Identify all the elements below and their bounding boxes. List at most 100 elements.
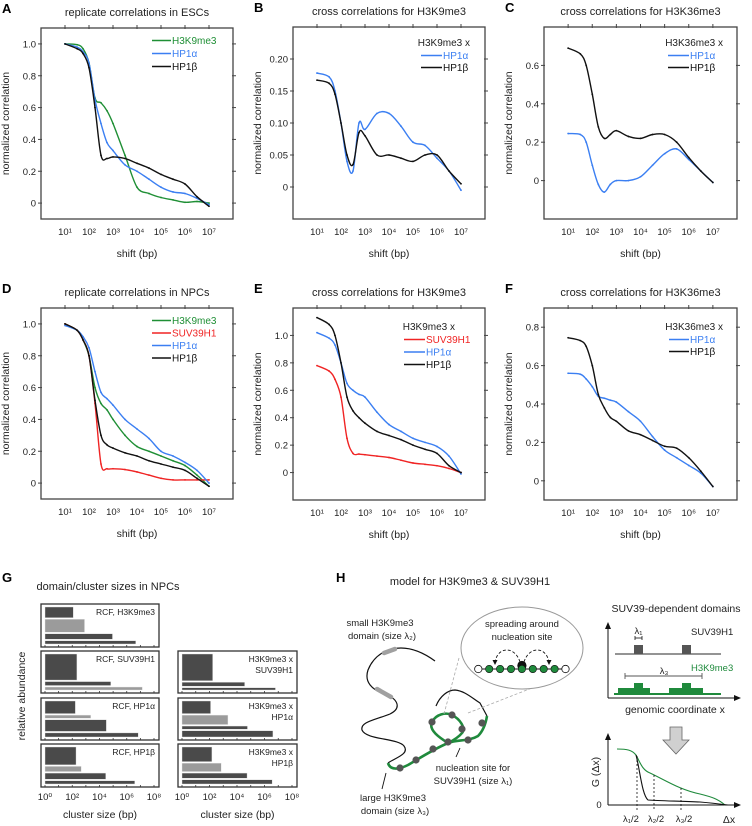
panel-title: model for H3K9me3 & SUV39H1 bbox=[390, 576, 550, 588]
data-point bbox=[567, 336, 570, 339]
data-point bbox=[196, 479, 198, 481]
data-point bbox=[376, 154, 378, 156]
x-tick-label: 10⁴ bbox=[230, 792, 245, 803]
data-point bbox=[88, 354, 90, 357]
data-point bbox=[579, 339, 582, 342]
x-axis-label: shift (bp) bbox=[369, 248, 410, 260]
subplot-label: H3K9me3 x bbox=[249, 747, 294, 757]
x-axis-label: genomic coordinate x bbox=[625, 704, 726, 716]
legend-label: HP1β bbox=[426, 360, 451, 371]
data-point bbox=[64, 323, 66, 325]
data-point bbox=[412, 160, 414, 163]
data-point bbox=[603, 137, 606, 140]
data-point bbox=[585, 141, 588, 144]
data-point bbox=[184, 469, 186, 472]
data-point bbox=[615, 179, 618, 182]
y-tick-label: 0.2 bbox=[526, 138, 539, 149]
data-point bbox=[579, 373, 582, 376]
data-point bbox=[208, 485, 210, 488]
bar bbox=[44, 606, 74, 618]
data-point bbox=[340, 122, 342, 124]
y-axis-label: normalized correlation bbox=[503, 71, 515, 174]
panel-letter: C bbox=[505, 0, 515, 15]
data-point bbox=[94, 399, 96, 402]
data-point bbox=[124, 468, 126, 471]
legend-title: H3K9me3 x bbox=[418, 38, 470, 49]
data-point bbox=[106, 141, 108, 144]
data-point bbox=[609, 133, 612, 136]
dx-label: Δx bbox=[723, 814, 736, 826]
bar bbox=[44, 746, 77, 766]
x-tick-label: 10² bbox=[82, 227, 96, 238]
data-point bbox=[124, 434, 126, 437]
x-tick-label: 10⁶ bbox=[682, 508, 697, 519]
x-tick-label: 10¹ bbox=[310, 227, 324, 238]
y-tick-label: 0 bbox=[31, 479, 36, 490]
data-point bbox=[567, 47, 570, 50]
lambda1-label: λ₁ bbox=[635, 626, 643, 637]
data-point bbox=[172, 191, 174, 193]
y-axis-label: normalized correlation bbox=[252, 71, 264, 174]
x-tick-label: 10⁵ bbox=[657, 227, 672, 238]
chart-title: domain/cluster sizes in NPCs bbox=[36, 581, 180, 593]
zero-label: 0 bbox=[596, 800, 601, 811]
data-point bbox=[316, 331, 318, 334]
data-point bbox=[172, 479, 174, 481]
data-point bbox=[609, 399, 612, 402]
x-tick-label: 10⁶ bbox=[682, 227, 697, 238]
data-point bbox=[100, 391, 102, 394]
x-tick-label: 10⁴ bbox=[92, 792, 107, 803]
data-point bbox=[94, 106, 96, 109]
legend-label: H3K9me3 bbox=[172, 36, 217, 47]
data-point bbox=[148, 450, 150, 453]
x-tick-label: 10¹ bbox=[561, 227, 575, 238]
data-point bbox=[184, 201, 186, 204]
x-tick-label: 10⁵ bbox=[154, 227, 169, 238]
data-point bbox=[316, 72, 318, 74]
x-axis-label: shift (bp) bbox=[620, 529, 661, 541]
x-tick-label: 10⁷ bbox=[706, 508, 721, 519]
x-tick-label: 10⁶ bbox=[178, 507, 193, 518]
data-point bbox=[136, 428, 138, 430]
y-tick-label: 0.4 bbox=[526, 99, 539, 110]
series-line-HP1α bbox=[568, 132, 714, 193]
bar bbox=[181, 653, 213, 681]
legend-label: HP1β bbox=[443, 63, 468, 74]
arrow-icon bbox=[546, 660, 552, 665]
nucleation-sites bbox=[396, 711, 486, 772]
x-tick-label: 10² bbox=[585, 508, 599, 519]
data-point bbox=[208, 205, 210, 208]
data-point bbox=[448, 170, 450, 172]
data-point bbox=[124, 157, 126, 160]
data-point bbox=[148, 192, 150, 195]
data-point bbox=[76, 47, 79, 50]
data-point bbox=[196, 474, 198, 477]
legend-label: SUV39H1 bbox=[426, 335, 471, 346]
data-point bbox=[352, 452, 354, 455]
data-point bbox=[424, 144, 426, 147]
x-tick-label: 10⁷ bbox=[202, 507, 217, 518]
data-point bbox=[106, 408, 108, 411]
data-point bbox=[112, 149, 114, 152]
data-point bbox=[364, 128, 366, 131]
data-point bbox=[316, 364, 318, 367]
data-point bbox=[352, 170, 354, 172]
schematic-title: SUV39-dependent domains bbox=[611, 603, 740, 615]
y-tick-label: 0.8 bbox=[275, 358, 288, 369]
bar bbox=[44, 766, 82, 772]
data-point bbox=[675, 148, 678, 150]
chart-title: replicate correlations in NPCs bbox=[65, 287, 210, 299]
data-point bbox=[208, 479, 210, 481]
x-axis-label: shift (bp) bbox=[117, 248, 158, 260]
cluster-size-subplot: RCF, SUV39H1 bbox=[40, 650, 160, 694]
x-axis-label: shift (bp) bbox=[620, 248, 661, 260]
data-point bbox=[364, 396, 366, 399]
small-domain-label: domain (size λ₂) bbox=[348, 631, 416, 642]
data-point bbox=[364, 422, 366, 425]
data-point bbox=[124, 451, 126, 454]
subplot-label: RCF, HP1β bbox=[112, 747, 155, 757]
